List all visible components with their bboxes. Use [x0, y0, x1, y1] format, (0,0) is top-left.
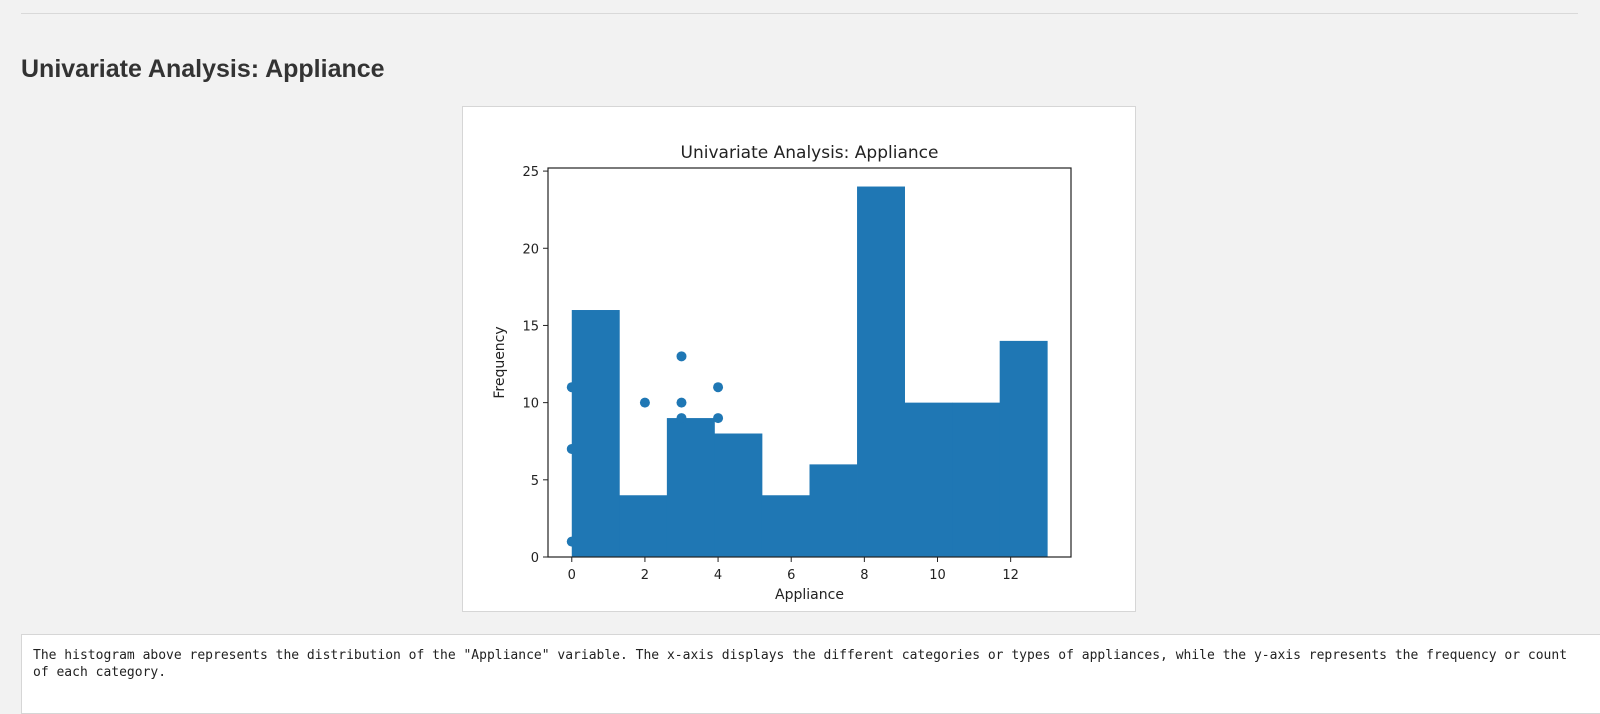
- y-axis-label: Frequency: [492, 326, 508, 398]
- y-tick-label: 5: [531, 474, 539, 489]
- scatter-point: [566, 382, 577, 393]
- histogram-bar: [809, 464, 858, 557]
- scatter-point: [713, 413, 724, 424]
- y-tick-label: 0: [531, 551, 539, 566]
- x-tick-label: 4: [714, 568, 722, 583]
- x-tick-label: 10: [929, 568, 946, 583]
- points-layer: [566, 351, 724, 547]
- histogram-bar: [714, 433, 763, 557]
- x-tick-label: 12: [1002, 568, 1019, 583]
- x-tick-label: 0: [568, 568, 576, 583]
- y-tick-label: 20: [522, 242, 539, 257]
- chart-title: Univariate Analysis: Appliance: [681, 143, 939, 163]
- page-title: Univariate Analysis: Appliance: [21, 55, 385, 83]
- top-divider: [21, 13, 1578, 14]
- y-tick-label: 25: [522, 165, 539, 180]
- x-ticks: 0 2 4 6 8 10 12: [568, 557, 1019, 583]
- x-tick-label: 8: [860, 568, 868, 583]
- histogram-bar: [571, 310, 620, 557]
- y-ticks: 0 5 10 15 20 25: [522, 165, 548, 566]
- y-tick-label: 15: [522, 319, 539, 334]
- plot-frame: [547, 167, 1072, 558]
- chart-card: 0 2 4 6 8 10 12 0 5 10 15 20 25 Univariate Analysis…: [462, 106, 1136, 612]
- scatter-point: [713, 382, 724, 393]
- histogram-bar: [761, 495, 810, 557]
- scatter-point: [566, 536, 577, 547]
- x-tick-label: 2: [641, 568, 649, 583]
- scatter-point: [566, 443, 577, 454]
- bars-layer: [571, 186, 1048, 557]
- scatter-point: [639, 397, 650, 408]
- scatter-point: [676, 397, 687, 408]
- histogram-bar: [904, 402, 953, 557]
- histogram-chart: 0 2 4 6 8 10 12 0 5 10 15 20 25 Univariate Analysis…: [492, 143, 1072, 603]
- y-tick-label: 10: [522, 397, 539, 412]
- description-text: The histogram above represents the distr…: [21, 634, 1600, 714]
- x-tick-label: 6: [787, 568, 795, 583]
- x-axis-label: Appliance: [775, 587, 844, 603]
- scatter-point: [676, 351, 687, 362]
- histogram-bar: [666, 418, 715, 557]
- histogram-bar: [999, 340, 1048, 557]
- scatter-point: [676, 413, 687, 424]
- histogram-bar: [857, 186, 905, 557]
- histogram-bar: [619, 495, 668, 557]
- histogram-bar: [952, 402, 1001, 557]
